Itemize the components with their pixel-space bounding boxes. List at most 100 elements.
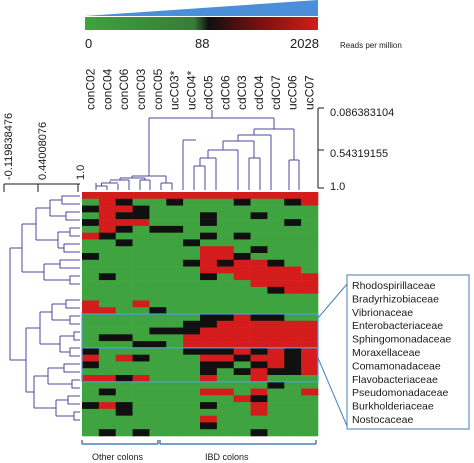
heatmap-cell-r13-c3: [132, 280, 150, 288]
highlight-box-1: [81, 347, 319, 383]
heatmap-cell-r17-c2: [115, 307, 133, 315]
heatmap-cell-r15-c9: [233, 293, 251, 301]
heatmap-cell-r15-c1: [98, 293, 117, 301]
heatmap-cell-r18-c1: [98, 314, 117, 322]
heatmap-cell-r1-c11: [267, 198, 285, 206]
heatmap-cell-r12-c0: [82, 273, 100, 281]
heatmap-cell-r21-c11: [267, 334, 285, 342]
heatmap-cell-r9-c8: [216, 253, 235, 261]
heatmap-cell-r32-c5: [166, 408, 184, 416]
family-label-1: Bradyrhizobiaceae: [352, 293, 439, 305]
heatmap-cell-r30-c5: [166, 395, 184, 403]
heatmap-cell-r10-c10: [250, 259, 268, 267]
heatmap-cell-r10-c5: [166, 259, 184, 267]
heatmap-cell-r35-c3: [132, 429, 150, 437]
heatmap-cell-r6-c9: [233, 232, 251, 240]
heatmap-cell-r5-c10: [250, 225, 268, 233]
column-label-12: ucC06: [286, 75, 300, 110]
heatmap-cell-r25-c12: [284, 361, 302, 369]
heatmap-cell-r18-c10: [250, 314, 268, 322]
heatmap-cell-r26-c4: [149, 368, 167, 376]
heatmap-cell-r29-c0: [82, 388, 100, 396]
heatmap-cell-r23-c11: [267, 347, 285, 355]
heatmap-cell-r13-c13: [301, 280, 319, 288]
column-labels: conC02 conC04 conC06 conC03 conC05 ucC03* ucC0…: [83, 68, 316, 110]
heatmap-cell-r12-c8: [216, 273, 235, 281]
heatmap-cell-r26-c12: [284, 368, 302, 376]
heatmap-cell-r0-c8: [216, 192, 235, 200]
column-label-13: ucC07: [303, 75, 317, 110]
heatmap-cell-r2-c10: [250, 205, 268, 213]
heatmap-cell-r33-c10: [250, 415, 268, 423]
heatmap-cell-r35-c6: [183, 429, 201, 437]
heatmap-cell-r10-c9: [233, 259, 251, 267]
heatmap-cell-r31-c0: [82, 402, 100, 410]
heatmap-cell-r19-c13: [301, 320, 319, 328]
heatmap-cell-r0-c12: [284, 192, 302, 200]
heatmap-cell-r33-c1: [98, 415, 117, 423]
heatmap-cell-r5-c7: [200, 225, 218, 233]
heatmap-cell-r0-c9: [233, 192, 251, 200]
heatmap-cell-r11-c11: [267, 266, 285, 274]
heatmap-cell-r27-c7: [200, 375, 218, 383]
heatmap-cell-r13-c1: [98, 280, 117, 288]
heatmap-cell-r4-c3: [132, 219, 150, 227]
heatmap-cell-r26-c0: [82, 368, 100, 376]
heatmap-cell-r14-c9: [233, 286, 251, 294]
column-dendrogram: [95, 110, 300, 190]
heatmap-cell-r6-c7: [200, 232, 218, 240]
family-label-0: Rhodospirillaceae: [352, 280, 436, 292]
heatmap-cell-r3-c3: [132, 212, 150, 220]
heatmap-cell-r30-c9: [233, 395, 251, 403]
family-label-9: Burkholderiaceae: [352, 401, 434, 413]
heatmap-cell-r11-c2: [115, 266, 133, 274]
heatmap-cell-r28-c6: [183, 381, 201, 389]
heatmap-cell-r23-c7: [200, 347, 218, 355]
heatmap-cell-r12-c3: [132, 273, 150, 281]
heatmap-cell-r14-c13: [301, 286, 319, 294]
heatmap-cell-r16-c9: [233, 300, 251, 308]
heatmap-cell-r32-c3: [132, 408, 150, 416]
heatmap-cell-r17-c6: [183, 307, 201, 315]
heatmap-cell-r8-c9: [233, 246, 251, 254]
heatmap-cell-r9-c5: [166, 253, 184, 261]
heatmap-cell-r27-c4: [149, 375, 167, 383]
heatmap-cell-r26-c7: [200, 368, 218, 376]
heatmap-cell-r14-c7: [200, 286, 218, 294]
heatmap-cell-r33-c9: [233, 415, 251, 423]
heatmap-cell-r33-c13: [301, 415, 319, 423]
heatmap-cell-r21-c5: [166, 334, 184, 342]
heatmap-cell-r19-c12: [284, 320, 302, 328]
heatmap-cell-r8-c0: [82, 246, 100, 254]
heatmap-cell-r23-c1: [98, 347, 117, 355]
heatmap-cell-r13-c6: [183, 280, 201, 288]
column-label-10: cdC04: [252, 75, 266, 110]
heatmap-cell-r15-c11: [267, 293, 285, 301]
heatmap-cell-r24-c4: [149, 354, 167, 362]
heatmap-cell-r18-c7: [200, 314, 218, 322]
heatmap-cell-r9-c3: [132, 253, 150, 261]
heatmap-cell-r32-c13: [301, 408, 319, 416]
heatmap-cell-r26-c9: [233, 368, 251, 376]
heatmap-cell-r10-c2: [115, 259, 133, 267]
heatmap-cell-r27-c1: [98, 375, 117, 383]
heatmap-cell-r20-c5: [166, 327, 184, 335]
heatmap-cell-r3-c8: [216, 212, 235, 220]
heatmap-cell-r25-c7: [200, 361, 218, 369]
heatmap-cell-r27-c10: [250, 375, 268, 383]
heatmap-cell-r27-c8: [216, 375, 235, 383]
heatmap-cell-r29-c7: [200, 388, 218, 396]
heatmap-cell-r22-c7: [200, 341, 218, 349]
heatmap-cell-r1-c13: [301, 198, 319, 206]
heatmap-cell-r29-c10: [250, 388, 268, 396]
connector-bottom: [317, 357, 348, 427]
heatmap-cell-r15-c0: [82, 293, 100, 301]
heatmap-cell-r13-c9: [233, 280, 251, 288]
heatmap-cell-r20-c11: [267, 327, 285, 335]
heatmap-cell-r9-c2: [115, 253, 133, 261]
group-bracket-other: [81, 440, 159, 445]
heatmap-cell-r7-c4: [149, 239, 167, 247]
heatmap-cell-r7-c9: [233, 239, 251, 247]
heatmap-cell-r28-c11: [267, 381, 285, 389]
